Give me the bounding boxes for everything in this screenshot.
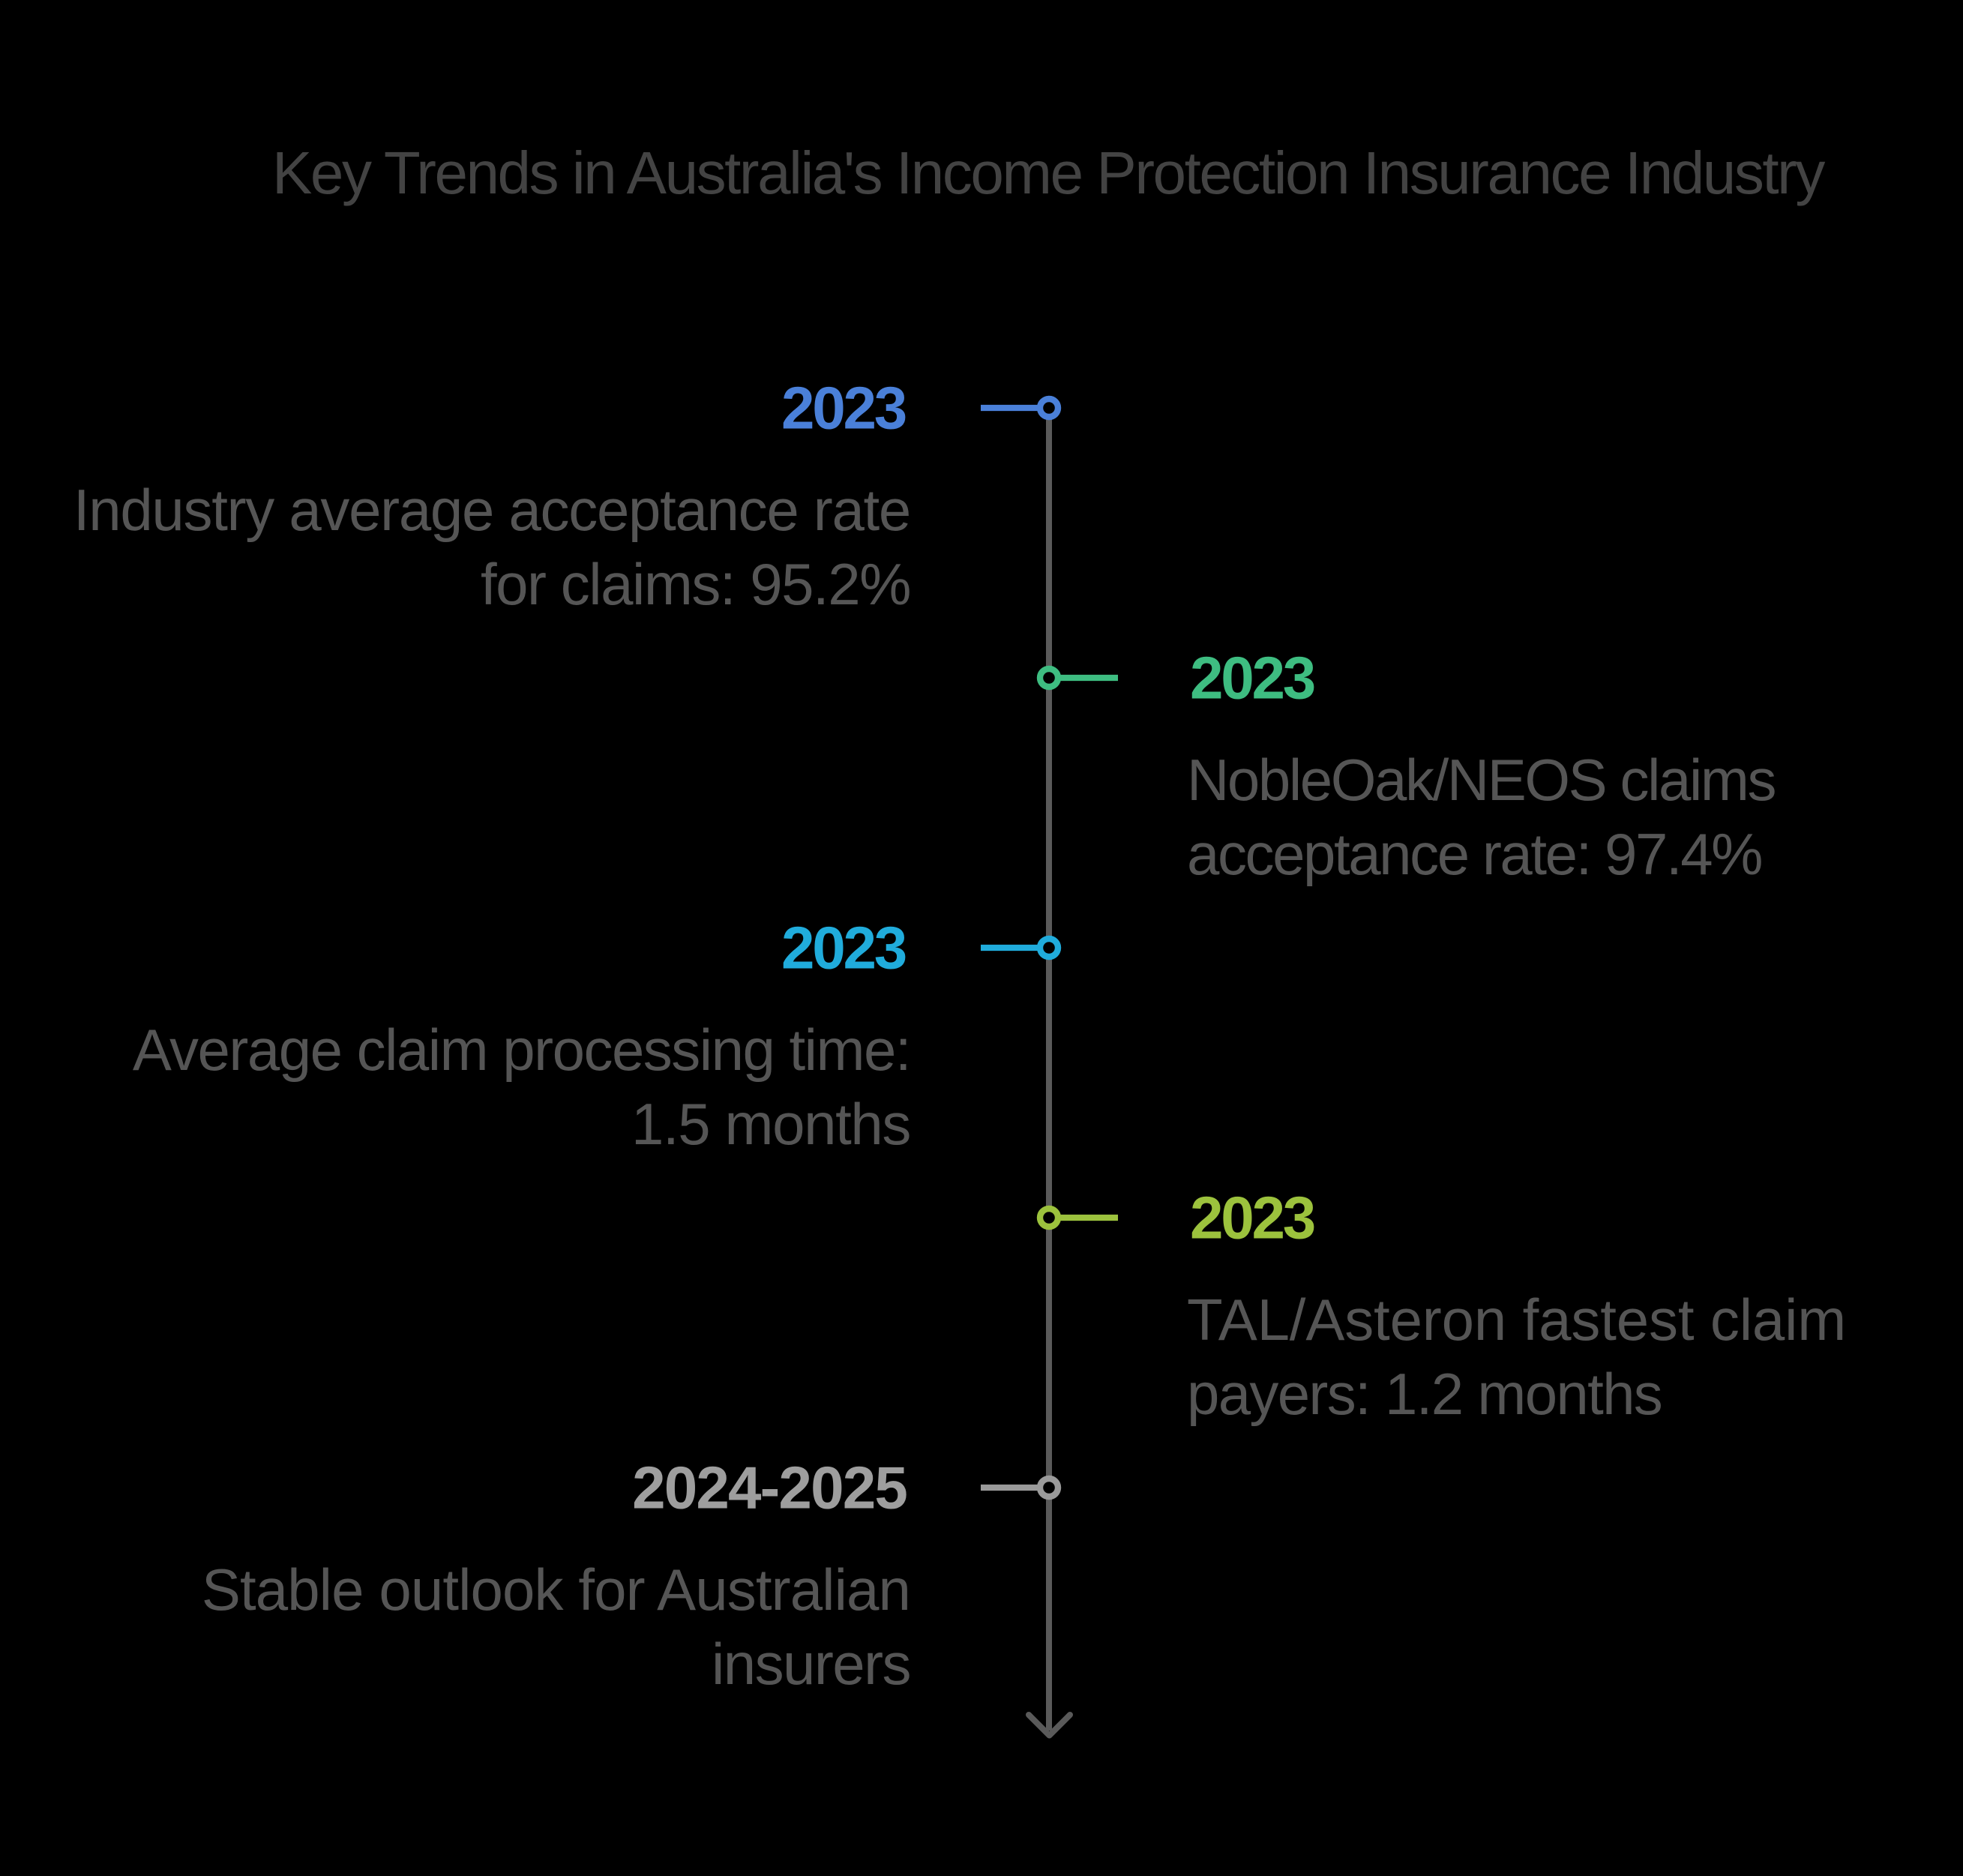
- svg-text:2023: 2023: [1190, 1185, 1314, 1251]
- svg-text:Key Trends in Australia's Inco: Key Trends in Australia's Income Protect…: [272, 139, 1825, 206]
- svg-text:Average claim processing time:: Average claim processing time:: [133, 1017, 910, 1083]
- svg-text:2023: 2023: [1190, 645, 1314, 712]
- svg-text:Industry average acceptance ra: Industry average acceptance rate: [73, 477, 910, 543]
- svg-text:TAL/Asteron fastest claim: TAL/Asteron fastest claim: [1187, 1287, 1846, 1353]
- svg-text:Stable outlook for Australian: Stable outlook for Australian: [202, 1557, 910, 1623]
- svg-text:1.5 months: 1.5 months: [631, 1091, 910, 1157]
- svg-text:2023: 2023: [781, 375, 906, 442]
- svg-text:NobleOak/NEOS claims: NobleOak/NEOS claims: [1187, 747, 1775, 813]
- svg-text:2023: 2023: [781, 915, 906, 981]
- svg-text:2024-2025: 2024-2025: [632, 1455, 907, 1521]
- svg-text:payers: 1.2 months: payers: 1.2 months: [1187, 1361, 1662, 1427]
- svg-text:for claims: 95.2%: for claims: 95.2%: [481, 551, 910, 617]
- svg-text:acceptance rate: 97.4%: acceptance rate: 97.4%: [1187, 821, 1761, 887]
- svg-text:insurers: insurers: [712, 1631, 910, 1697]
